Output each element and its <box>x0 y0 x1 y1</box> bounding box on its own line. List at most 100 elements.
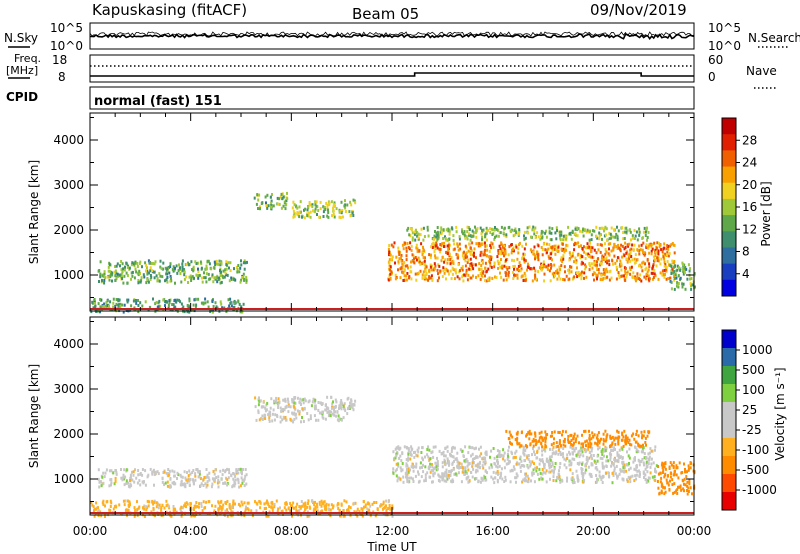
colorbar-tick-label: 500 <box>742 363 765 377</box>
heatmap-cell <box>255 202 258 206</box>
heatmap-cell <box>657 472 660 476</box>
heatmap-cell <box>637 442 640 446</box>
heatmap-cell <box>675 464 678 468</box>
colorbar-swatch <box>722 402 736 421</box>
heatmap-cell <box>677 282 680 285</box>
heatmap-cell <box>585 230 588 234</box>
noise-right-label: N.Search <box>748 31 800 45</box>
heatmap-cell <box>99 510 102 514</box>
heatmap-cell <box>213 472 216 476</box>
heatmap-cell <box>488 249 491 253</box>
heatmap-cell <box>217 500 220 504</box>
heatmap-cell <box>118 503 121 507</box>
heatmap-cell <box>651 247 654 251</box>
heatmap-cell <box>285 501 288 505</box>
heatmap-cell <box>154 514 156 518</box>
heatmap-cell <box>101 274 104 278</box>
heatmap-cell <box>413 232 416 236</box>
heatmap-cell <box>503 451 506 455</box>
heatmap-cell <box>97 269 100 273</box>
heatmap-cell <box>470 249 473 253</box>
heatmap-cell <box>401 468 404 472</box>
heatmap-cell <box>584 468 587 472</box>
heatmap-cell <box>258 418 261 422</box>
heatmap-cell <box>470 262 473 266</box>
heatmap-cell <box>505 258 507 262</box>
heatmap-cell <box>652 263 655 266</box>
heatmap-cell <box>106 275 109 279</box>
heatmap-cell <box>575 446 578 450</box>
heatmap-cell <box>235 471 238 475</box>
heatmap-cell <box>667 483 670 487</box>
heatmap-cell <box>243 477 246 481</box>
heatmap-cell <box>155 300 158 304</box>
heatmap-cell <box>638 233 641 237</box>
heatmap-cell <box>219 269 221 272</box>
heatmap-cell <box>606 270 609 274</box>
heatmap-cell <box>123 475 126 479</box>
heatmap-cell <box>668 252 671 256</box>
heatmap-cell <box>188 469 191 473</box>
heatmap-cell <box>572 276 574 280</box>
heatmap-cell <box>171 308 174 312</box>
heatmap-cell <box>645 245 648 249</box>
heatmap-cell <box>414 238 417 242</box>
heatmap-cell <box>436 462 439 466</box>
heatmap-cell <box>604 257 607 261</box>
heatmap-cell <box>665 277 668 281</box>
heatmap-cell <box>410 465 413 469</box>
heatmap-cell <box>308 505 311 509</box>
heatmap-cell <box>611 462 614 466</box>
heatmap-cell <box>412 260 415 264</box>
heatmap-cell <box>509 469 512 473</box>
heatmap-cell <box>529 462 532 466</box>
heatmap-cell <box>634 278 637 281</box>
heatmap-cell <box>110 469 113 473</box>
heatmap-cell <box>314 398 317 402</box>
heatmap-cell <box>419 260 421 264</box>
heatmap-cell <box>340 200 343 204</box>
heatmap-cell <box>575 453 578 457</box>
heatmap-cell <box>346 508 348 512</box>
heatmap-cell <box>340 503 343 507</box>
heatmap-cell <box>151 470 154 474</box>
heatmap-cell <box>137 473 140 477</box>
heatmap-cell <box>419 466 422 470</box>
heatmap-cell <box>563 457 566 461</box>
heatmap-cell <box>422 256 425 260</box>
heatmap-cell <box>431 465 434 469</box>
heatmap-cell <box>617 442 620 446</box>
heatmap-cell <box>301 416 303 419</box>
heatmap-cell <box>441 461 444 465</box>
heatmap-cell <box>429 470 432 474</box>
heatmap-cell <box>445 475 448 479</box>
heatmap-cell <box>226 508 228 512</box>
heatmap-cell <box>132 473 135 477</box>
heatmap-cell <box>674 273 677 277</box>
heatmap-cell <box>679 485 682 489</box>
heatmap-cell <box>537 258 540 262</box>
heatmap-cell <box>435 465 438 468</box>
heatmap-cell <box>438 479 441 483</box>
heatmap-cell <box>472 262 475 266</box>
heatmap-cell <box>231 485 234 489</box>
heatmap-cell <box>581 468 584 471</box>
heatmap-cell <box>136 481 139 485</box>
heatmap-cell <box>298 205 301 209</box>
heatmap-cell <box>516 474 519 478</box>
heatmap-cell <box>619 259 622 263</box>
heatmap-cell <box>304 504 307 508</box>
heatmap-cell <box>629 228 631 232</box>
heatmap-cell <box>394 277 397 281</box>
heatmap-cell <box>503 264 506 268</box>
heatmap-cell <box>467 249 470 253</box>
heatmap-cell <box>625 251 628 255</box>
heatmap-cell <box>271 509 274 513</box>
heatmap-cell <box>484 235 487 238</box>
heatmap-cell <box>623 237 626 240</box>
heatmap-cell <box>452 467 455 471</box>
colorbar-swatch <box>722 150 736 168</box>
heatmap-cell <box>562 452 564 456</box>
heatmap-cell <box>690 284 692 288</box>
heatmap-cell <box>690 277 693 280</box>
